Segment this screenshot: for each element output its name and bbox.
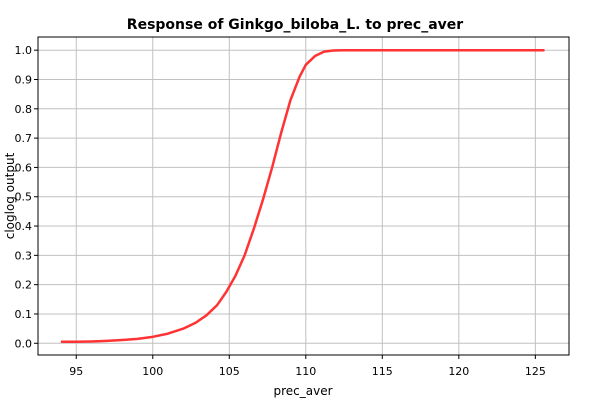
x-tick-label: 120 bbox=[448, 365, 469, 378]
y-tick-label: 0.9 bbox=[15, 73, 33, 86]
y-tick-label: 0.5 bbox=[15, 191, 33, 204]
grid bbox=[38, 37, 569, 355]
y-tick-label: 0.0 bbox=[15, 337, 33, 350]
x-tick-label: 105 bbox=[219, 365, 240, 378]
x-tick-label: 115 bbox=[372, 365, 393, 378]
plot-frame bbox=[37, 36, 570, 356]
x-tick-label: 95 bbox=[69, 365, 83, 378]
x-axis-label: prec_aver bbox=[273, 384, 332, 398]
y-tick-label: 0.3 bbox=[15, 249, 33, 262]
x-axis: 95 100 105 110 115 120 125 bbox=[69, 355, 546, 378]
y-tick-label: 0.6 bbox=[15, 161, 33, 174]
y-tick-label: 0.2 bbox=[15, 279, 33, 292]
x-tick-label: 110 bbox=[295, 365, 316, 378]
y-tick-label: 1.0 bbox=[15, 44, 33, 57]
x-tick-label: 100 bbox=[142, 365, 163, 378]
y-tick-label: 0.8 bbox=[15, 103, 33, 116]
y-tick-label: 0.1 bbox=[15, 308, 33, 321]
y-tick-label: 0.4 bbox=[15, 220, 33, 233]
y-axis-label: cloglog output bbox=[3, 152, 17, 239]
y-axis: 0.0 0.1 0.2 0.3 0.4 0.5 0.6 0.7 0.8 0.9 1.0 bbox=[15, 44, 38, 350]
x-tick-label: 125 bbox=[525, 365, 546, 378]
series-line bbox=[60, 48, 545, 344]
y-tick-label: 0.7 bbox=[15, 132, 33, 145]
series-group bbox=[60, 48, 545, 344]
chart-title: Response of Ginkgo_biloba_L. to prec_ave… bbox=[127, 17, 463, 33]
